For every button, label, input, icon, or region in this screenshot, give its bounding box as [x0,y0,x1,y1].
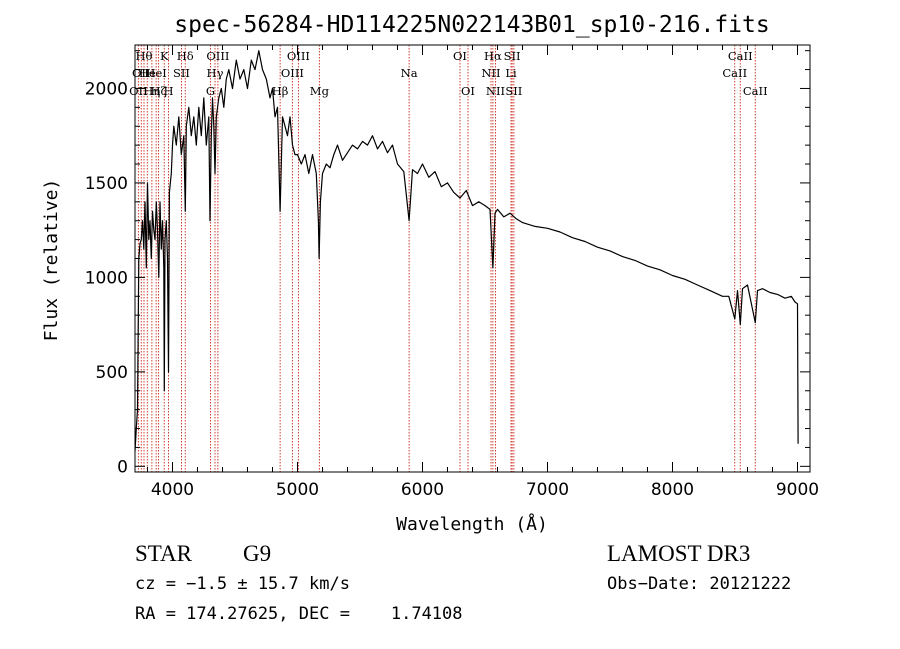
line-marker-label: OIII [281,66,304,80]
axis-tick-labels: 4000 5000 6000 7000 8000 9000 0 500 1000 1500 2000 [85,79,819,500]
spectrum-plot [134,50,799,452]
axis-ticks [135,45,810,472]
line-marker-label: OIII [206,49,229,63]
line-marker-label: Na [401,66,418,80]
line-marker-label: Hα [484,49,502,63]
line-marker-label: He [139,66,156,80]
line-marker-label: HeI [145,66,166,80]
line-marker-label: OI [453,49,467,63]
line-marker-label: OI [461,84,475,98]
obs-date-line: Obs−Date: 20121222 [607,574,792,594]
line-marker-labels: OIIOIIHθHeHηHeIHζKHSIIHδGHγOIIIHβOIIIOII… [129,49,768,98]
line-marker-label: Hη [143,84,160,98]
line-marker-label: SII [173,66,190,80]
line-marker-label: CaII [722,66,747,80]
spectrum-chart: spec-56284-HD114225N022143B01_sp10-216.f… [41,12,819,535]
redshift-line: cz = −1.5 ± 15.7 km/s [135,574,350,594]
line-markers [137,45,756,472]
line-marker-label: SII [505,84,522,98]
x-tick-label: 9000 [776,480,819,500]
plot-axes [134,44,811,473]
plot-frame [134,44,811,473]
survey-name: LAMOST DR3 [607,541,751,566]
line-marker-label: SII [504,49,521,63]
object-class: STAR [135,541,192,566]
y-tick-label: 0 [117,457,128,477]
line-marker-label: CaII [728,49,753,63]
line-marker-label: OII [129,84,148,98]
line-marker-label: CaII [743,84,768,98]
object-subclass: G9 [243,541,272,566]
y-tick-label: 500 [96,363,128,383]
line-marker-label: G [206,84,215,98]
line-marker-label: Hθ [136,49,153,63]
line-marker-label: NII [481,66,500,80]
line-marker-label: K [160,49,169,63]
line-marker-label: Li [505,66,517,80]
x-axis-label: Wavelength (Å) [396,513,548,535]
y-tick-label: 2000 [85,79,128,99]
line-marker-label: Hγ [207,66,224,80]
y-tick-label: 1500 [85,174,128,194]
line-marker-label: Hδ [177,49,194,63]
line-marker-label: Mg [310,84,330,98]
x-tick-label: 8000 [651,480,694,500]
x-tick-label: 4000 [151,480,194,500]
line-marker-label: H [163,84,173,98]
coords-line: RA = 174.27625, DEC = 1.74108 [135,604,463,624]
line-marker-label: Hζ [150,84,166,98]
line-marker-label: OIII [287,49,310,63]
y-tick-label: 1000 [85,268,128,288]
x-tick-label: 5000 [276,480,319,500]
line-marker-label: NII [486,84,505,98]
x-tick-label: 6000 [401,480,444,500]
x-tick-label: 7000 [526,480,569,500]
y-axis-label: Flux (relative) [41,179,62,342]
chart-title: spec-56284-HD114225N022143B01_sp10-216.f… [174,12,769,38]
spectrum-line [134,50,799,452]
line-marker-label: Hβ [272,84,289,98]
